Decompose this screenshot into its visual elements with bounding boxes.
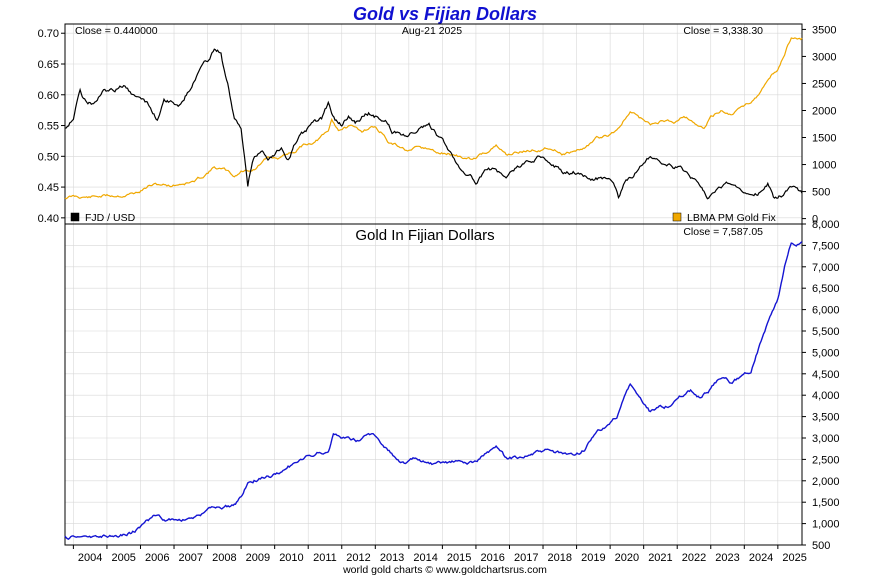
top-panel-frame [64,23,803,225]
left-tick-label: 0.60 [38,90,59,102]
right-tick-label: 5,000 [812,347,840,359]
right-tick-label: 7,500 [812,240,840,252]
x-tick-label: 2014 [413,552,437,564]
right-tick-label: 3500 [812,24,836,36]
x-tick-label: 2006 [145,552,169,564]
right-tick-label: 2,500 [812,454,840,466]
left-tick-label: 0.50 [38,151,59,163]
right-tick-label: 7,000 [812,262,840,274]
left-tick-label: 0.55 [38,121,59,133]
top-panel-grid [65,24,802,224]
bottom-panel-grid [65,223,802,546]
fjd-usd-series-line [64,48,803,200]
right-tick-label: 0 [812,214,818,226]
x-tick-label: 2016 [480,552,504,564]
right-tick-label: 500 [812,540,830,552]
right-tick-label: 1500 [812,133,836,145]
legend-fjd-label: FJD / USD [85,212,136,224]
gold-in-fjd-series-line [64,241,803,541]
x-tick-label: 2018 [548,552,572,564]
right-tick-label: 5,500 [812,326,840,338]
right-tick-label: 2000 [812,105,836,117]
bottom-right-axis: 500 1,000 1,500 2,000 2,500 3,000 3,500 4,000 4,… [802,219,840,552]
x-tick-label: 2020 [615,552,639,564]
top-left-close-label: Close = 0.440000 [75,25,158,37]
right-tick-label: 1,500 [812,497,840,509]
x-tick-label: 2010 [279,552,303,564]
x-tick-label: 2024 [749,552,773,564]
x-tick-label: 2022 [682,552,706,564]
footer-credit: world gold charts © www.goldchartsrus.co… [342,564,547,575]
x-tick-label: 2011 [313,552,337,564]
right-tick-label: 4,000 [812,390,840,402]
right-tick-label: 3000 [812,51,836,63]
left-tick-label: 0.40 [38,213,59,225]
right-tick-label: 6,500 [812,283,840,295]
right-tick-label: 1000 [812,160,836,172]
x-tick-label: 2007 [179,552,203,564]
x-tick-label: 2013 [380,552,404,564]
left-tick-label: 0.70 [38,28,59,40]
right-tick-label: 2500 [812,78,836,90]
right-tick-label: 1,000 [812,519,840,531]
x-tick-label: 2021 [648,552,672,564]
x-axis: 2004 2005 2006 2007 2008 2009 2010 2011 2012 2013… [72,545,807,564]
x-tick-label: 2009 [246,552,270,564]
x-tick-label: 2015 [447,552,471,564]
x-tick-label: 2017 [514,552,538,564]
left-tick-label: 0.65 [38,59,59,71]
bottom-close-label: Close = 7,587.05 [683,226,763,238]
gold-series-line [64,37,803,200]
top-right-close-label: Close = 3,338.30 [683,25,763,37]
right-tick-label: 3,500 [812,412,840,424]
x-tick-label: 2004 [78,552,102,564]
right-tick-label: 8,000 [812,219,840,231]
legend-fjd-swatch [70,212,80,222]
top-left-axis: 0.40 0.45 0.50 0.55 0.60 0.65 0.70 [38,28,65,225]
right-tick-label: 2,000 [812,476,840,488]
x-tick-label: 2008 [212,552,236,564]
x-tick-label: 2005 [111,552,135,564]
x-tick-label: 2012 [346,552,370,564]
top-right-axis: 0 500 1000 1500 2000 2500 3000 3500 [802,24,836,226]
bottom-panel-title: Gold In Fijian Dollars [355,227,494,244]
bottom-panel-frame [64,223,803,546]
top-date-label: Aug-21 2025 [402,25,462,37]
right-tick-label: 3,000 [812,433,840,445]
right-tick-label: 4,500 [812,369,840,381]
x-tick-label: 2023 [715,552,739,564]
chart-title: Gold vs Fijian Dollars [353,4,537,24]
legend-gold-swatch [672,212,682,222]
right-tick-label: 6,000 [812,305,840,317]
x-tick-label: 2025 [782,552,806,564]
x-tick-label: 2019 [581,552,605,564]
legend-gold-label: LBMA PM Gold Fix [687,212,776,224]
left-tick-label: 0.45 [38,182,59,194]
right-tick-label: 500 [812,187,830,199]
